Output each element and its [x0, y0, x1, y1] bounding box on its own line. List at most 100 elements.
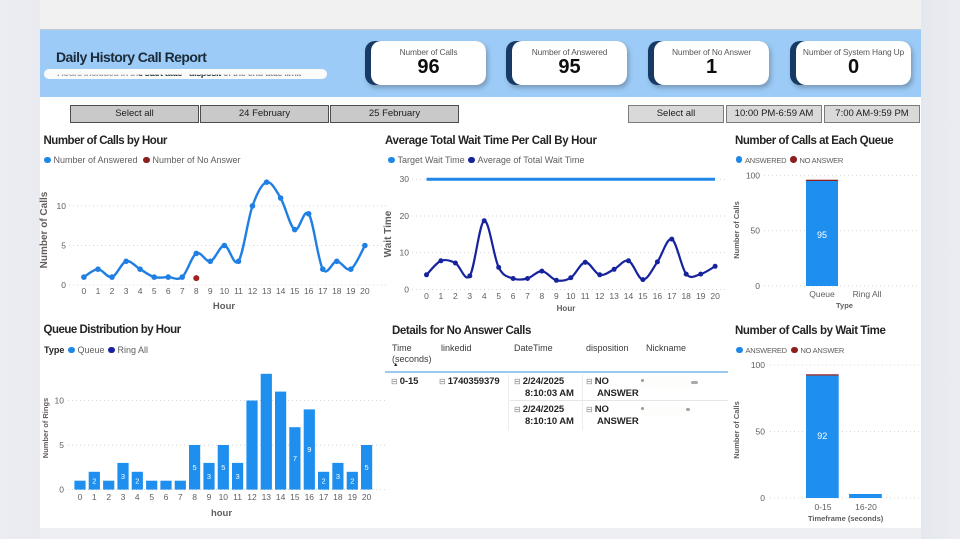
svg-text:5: 5 [496, 291, 501, 301]
svg-text:18: 18 [681, 291, 691, 301]
svg-text:20: 20 [360, 286, 370, 296]
svg-text:3: 3 [236, 472, 240, 481]
svg-text:14: 14 [276, 286, 286, 296]
svg-text:30: 30 [400, 174, 410, 184]
svg-text:19: 19 [696, 291, 706, 301]
svg-text:15: 15 [290, 492, 300, 502]
svg-text:11: 11 [233, 492, 242, 502]
svg-text:2: 2 [110, 286, 115, 296]
svg-text:12: 12 [248, 286, 258, 296]
svg-text:8: 8 [540, 291, 545, 301]
svg-text:19: 19 [346, 286, 356, 296]
svg-text:4: 4 [138, 286, 143, 296]
svg-text:2: 2 [92, 476, 96, 485]
svg-text:Queue: Queue [809, 289, 835, 299]
svg-text:10: 10 [57, 201, 67, 211]
svg-text:3: 3 [121, 472, 125, 481]
svg-text:17: 17 [319, 492, 329, 502]
svg-text:20: 20 [710, 291, 720, 301]
svg-text:10: 10 [400, 248, 410, 258]
svg-text:0: 0 [760, 493, 765, 503]
svg-text:14: 14 [624, 291, 634, 301]
svg-text:11: 11 [581, 291, 590, 301]
svg-text:2: 2 [106, 492, 111, 502]
svg-text:Number of Calls: Number of Calls [732, 201, 741, 259]
svg-text:16: 16 [304, 286, 314, 296]
svg-text:17: 17 [318, 286, 328, 296]
svg-text:10: 10 [566, 291, 576, 301]
svg-text:2: 2 [453, 291, 458, 301]
svg-text:7: 7 [525, 291, 530, 301]
svg-text:12: 12 [247, 492, 257, 502]
svg-text:19: 19 [348, 492, 358, 502]
svg-text:92: 92 [817, 431, 827, 441]
svg-text:4: 4 [135, 492, 140, 502]
svg-text:15: 15 [290, 286, 300, 296]
svg-text:2: 2 [135, 476, 139, 485]
svg-text:7: 7 [180, 286, 185, 296]
svg-text:Ring All: Ring All [853, 289, 882, 299]
svg-text:3: 3 [207, 472, 211, 481]
svg-text:5: 5 [193, 463, 197, 472]
svg-text:2: 2 [322, 476, 326, 485]
svg-text:Hour: Hour [557, 304, 576, 313]
svg-text:15: 15 [638, 291, 648, 301]
svg-text:Number of Rings: Number of Rings [41, 398, 50, 458]
svg-text:6: 6 [166, 286, 171, 296]
svg-text:13: 13 [609, 291, 619, 301]
svg-text:18: 18 [332, 286, 342, 296]
svg-text:11: 11 [234, 286, 243, 296]
svg-text:Hour: Hour [213, 301, 235, 312]
svg-text:20: 20 [400, 211, 410, 221]
svg-text:5: 5 [152, 286, 157, 296]
svg-text:9: 9 [554, 291, 559, 301]
svg-text:7: 7 [178, 492, 183, 502]
svg-text:0: 0 [404, 285, 409, 295]
svg-text:4: 4 [482, 291, 487, 301]
svg-text:16: 16 [653, 291, 663, 301]
svg-text:95: 95 [817, 230, 827, 240]
svg-text:3: 3 [467, 291, 472, 301]
svg-text:50: 50 [751, 226, 761, 236]
svg-text:10: 10 [55, 396, 65, 406]
svg-text:9: 9 [307, 445, 311, 454]
svg-text:0: 0 [78, 492, 83, 502]
svg-text:5: 5 [149, 492, 154, 502]
svg-text:17: 17 [667, 291, 677, 301]
svg-text:5: 5 [61, 241, 66, 251]
svg-text:3: 3 [121, 492, 126, 502]
svg-text:13: 13 [262, 492, 272, 502]
svg-text:14: 14 [276, 492, 286, 502]
svg-text:0: 0 [82, 286, 87, 296]
svg-text:9: 9 [207, 492, 212, 502]
svg-text:Number of Calls: Number of Calls [732, 401, 741, 459]
svg-text:16: 16 [305, 492, 315, 502]
svg-text:100: 100 [751, 360, 765, 370]
svg-text:Wait Time: Wait Time [383, 210, 394, 257]
svg-text:7: 7 [293, 454, 297, 463]
svg-text:0-15: 0-15 [814, 502, 831, 512]
svg-text:Timeframe (seconds): Timeframe (seconds) [808, 514, 884, 523]
svg-text:0: 0 [61, 280, 66, 290]
svg-text:20: 20 [362, 492, 372, 502]
svg-text:5: 5 [221, 463, 225, 472]
svg-text:1: 1 [439, 291, 444, 301]
svg-text:5: 5 [59, 440, 64, 450]
svg-text:Number of Calls: Number of Calls [39, 191, 50, 268]
svg-text:Type: Type [836, 301, 853, 310]
svg-text:6: 6 [511, 291, 516, 301]
svg-text:100: 100 [746, 170, 760, 180]
svg-text:0: 0 [59, 485, 64, 495]
svg-text:2: 2 [350, 476, 354, 485]
svg-text:8: 8 [192, 492, 197, 502]
svg-text:9: 9 [208, 286, 213, 296]
svg-text:16-20: 16-20 [855, 502, 877, 512]
svg-text:5: 5 [365, 463, 369, 472]
svg-text:6: 6 [164, 492, 169, 502]
svg-text:0: 0 [755, 281, 760, 291]
svg-text:1: 1 [96, 286, 101, 296]
svg-text:hour: hour [211, 508, 232, 519]
svg-text:10: 10 [220, 286, 230, 296]
svg-text:10: 10 [219, 492, 229, 502]
svg-text:13: 13 [262, 286, 272, 296]
